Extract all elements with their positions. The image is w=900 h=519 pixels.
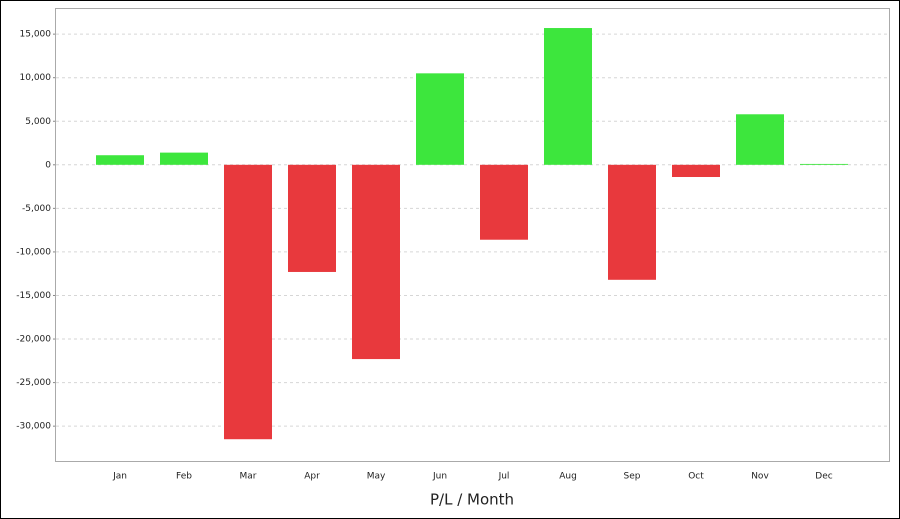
bar (672, 164, 720, 178)
x-tick-label: Dec (815, 472, 832, 482)
bar (480, 164, 528, 240)
y-tick-label: -5,000 (22, 204, 51, 214)
bar (352, 164, 400, 360)
bar (736, 114, 784, 165)
x-tick-label: Sep (624, 472, 641, 482)
x-axis-label: P/L / Month (430, 491, 514, 509)
y-tick-label: 5,000 (25, 117, 51, 127)
bar (288, 164, 336, 272)
bar (800, 163, 848, 165)
x-tick-label: Jun (432, 472, 447, 482)
y-tick-label: 10,000 (20, 73, 52, 83)
bar (96, 155, 144, 165)
y-tick-label: -10,000 (16, 247, 51, 257)
y-tick-label: -30,000 (16, 422, 51, 432)
y-tick-label: 15,000 (20, 30, 52, 40)
bar (416, 73, 464, 165)
x-tick-label: Aug (559, 472, 577, 482)
y-tick-label: -20,000 (16, 335, 51, 345)
x-tick-label: Apr (304, 472, 320, 482)
plot-area (55, 8, 890, 462)
bar (224, 164, 272, 440)
y-tick-label: 0 (45, 160, 51, 170)
y-tick-label: -25,000 (16, 378, 51, 388)
x-tick-label: Mar (240, 472, 257, 482)
bar (544, 28, 592, 165)
x-tick-label: Nov (751, 472, 769, 482)
x-tick-label: Jan (112, 472, 127, 482)
x-tick-label: Jul (498, 472, 510, 482)
x-tick-label: Feb (176, 472, 192, 482)
bar (160, 152, 208, 165)
y-tick-label: -15,000 (16, 291, 51, 301)
x-tick-label: May (367, 472, 386, 482)
bar (608, 164, 656, 280)
x-tick-label: Oct (688, 472, 704, 482)
